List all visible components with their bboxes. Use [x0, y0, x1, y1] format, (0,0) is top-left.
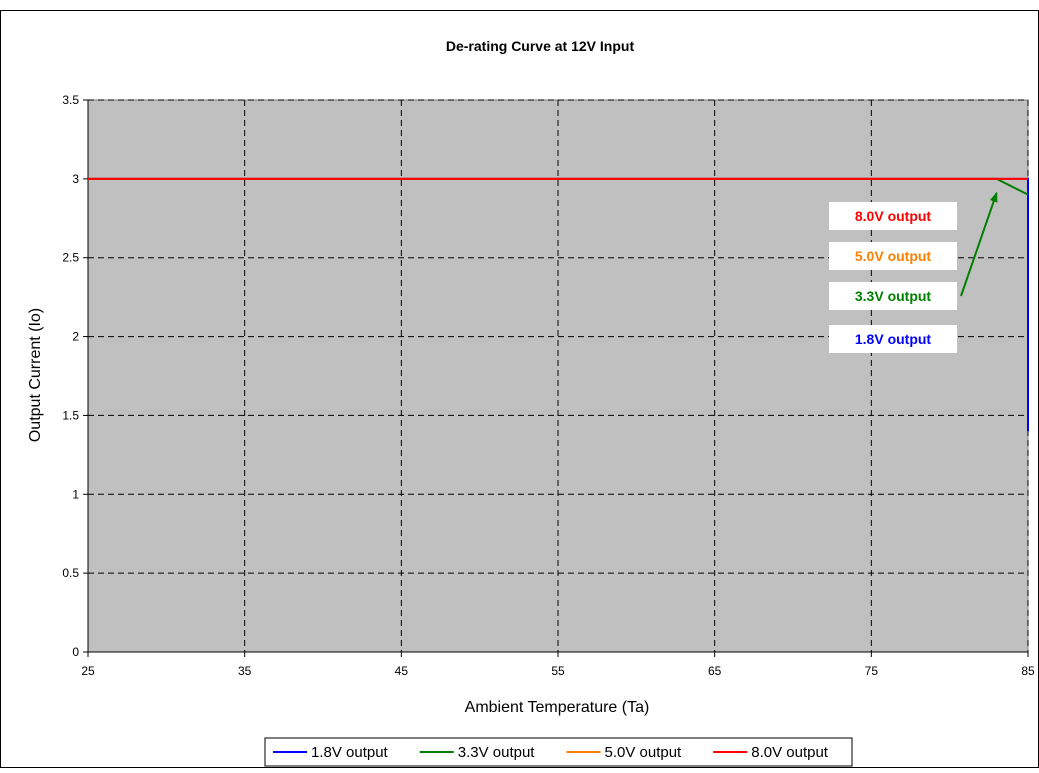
- annotation-label: 1.8V output: [855, 331, 932, 347]
- legend: 1.8V output 3.3V output 5.0V output 8.0V ou…: [264, 737, 853, 767]
- x-tick-label: 25: [81, 664, 95, 678]
- y-tick-label: 3: [72, 172, 79, 186]
- y-tick-label: 0: [72, 645, 79, 659]
- annotation-label: 8.0V output: [855, 208, 932, 224]
- annotations: 8.0V output 5.0V output 3.3V output 1.8V ou…: [829, 191, 998, 353]
- y-axis-label: Output Current (Io): [27, 308, 44, 442]
- annotation-label: 5.0V output: [855, 248, 932, 264]
- legend-label: 8.0V output: [751, 744, 829, 761]
- x-tick-label: 65: [708, 664, 722, 678]
- x-tick-label: 45: [395, 664, 409, 678]
- y-tick-label: 1: [72, 487, 79, 501]
- annotation-box: [829, 202, 957, 230]
- x-tick-label: 35: [238, 664, 252, 678]
- chart-title: De-rating Curve at 12V Input: [446, 38, 635, 54]
- y-tick-label: 2.5: [62, 251, 79, 265]
- annotation-label: 3.3V output: [855, 288, 932, 304]
- legend-label: 5.0V output: [605, 744, 683, 761]
- x-tick-label: 75: [865, 664, 879, 678]
- annotation-arrow: [960, 191, 998, 297]
- y-tick-label: 1.5: [62, 408, 79, 422]
- legend-label: 1.8V output: [311, 744, 389, 761]
- x-tick-label: 55: [551, 664, 565, 678]
- y-tick-label: 2: [72, 330, 79, 344]
- series-lines: [88, 177, 1029, 432]
- annotation-box: [829, 242, 957, 270]
- legend-label: 3.3V output: [458, 744, 536, 761]
- annotation-box: [829, 282, 957, 310]
- x-tick-label: 85: [1021, 664, 1035, 678]
- x-axis-label: Ambient Temperature (Ta): [465, 699, 650, 716]
- axes: 0 0.5 1 1.5 2 2.5 3 3.5 25 35 45 55 65 75 85: [62, 93, 1035, 678]
- legend-box: [264, 737, 853, 767]
- y-tick-label: 3.5: [62, 93, 79, 107]
- y-tick-label: 0.5: [62, 566, 79, 580]
- annotation-box: [829, 325, 957, 353]
